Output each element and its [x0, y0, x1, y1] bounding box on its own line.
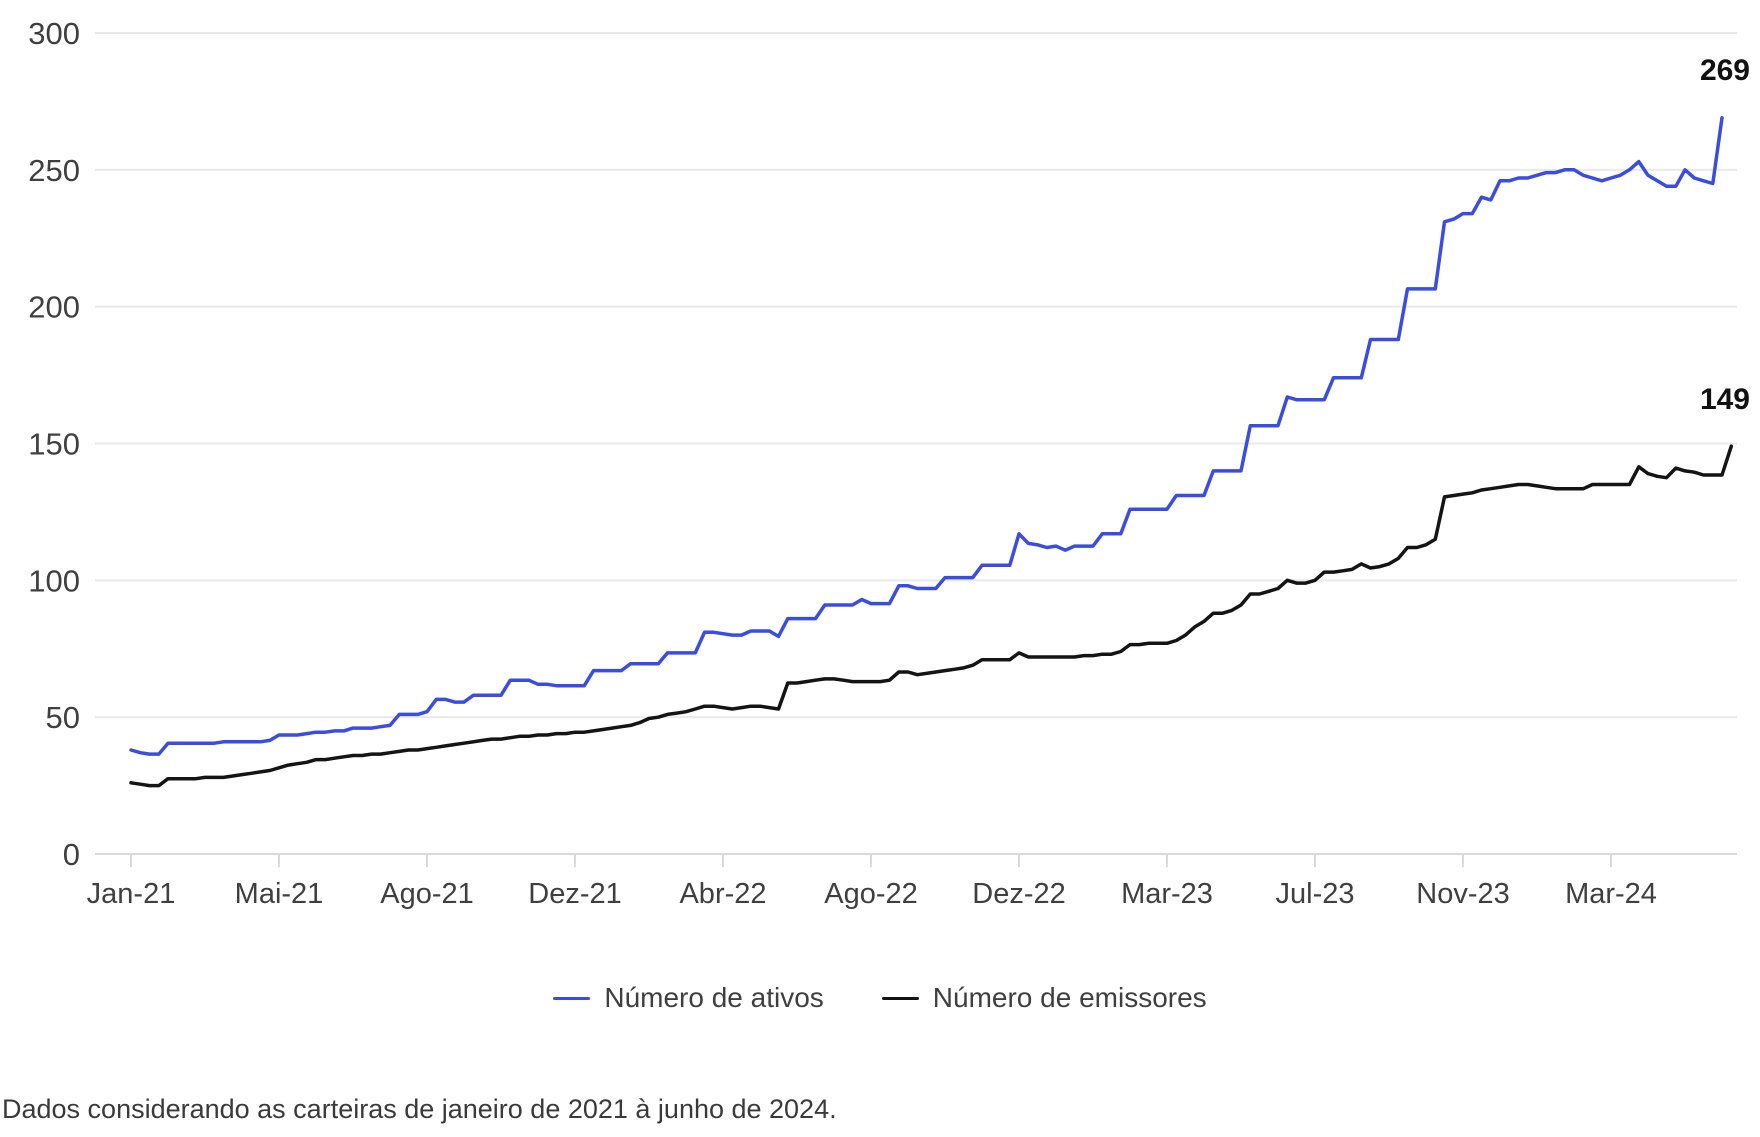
ativos-line-swatch-icon: [553, 996, 591, 1000]
series-line-emissores: [129, 444, 1734, 788]
chart-legend: Número de ativos Número de emissores: [0, 982, 1760, 1014]
y-tick-label-50: 50: [46, 700, 80, 735]
y-tick-label-100: 100: [28, 563, 80, 598]
x-tick-label-Mar-23: Mar-23: [1121, 878, 1213, 910]
x-tick-label-Dez-21: Dez-21: [528, 878, 622, 910]
x-tick-label-Nov-23: Nov-23: [1416, 878, 1510, 910]
y-tick-label-0: 0: [63, 837, 80, 872]
legend-label-emissores: Número de emissores: [932, 982, 1207, 1013]
x-tick-label-Mai-21: Mai-21: [235, 878, 324, 910]
y-tick-label-150: 150: [28, 427, 80, 462]
legend-label-ativos: Número de ativos: [604, 982, 824, 1013]
x-tick-label-Jul-23: Jul-23: [1276, 878, 1355, 910]
chart-svg: 0 50 100 150 200 250 300 Jan-21 Mai-21 Ago-21 Dez-…: [28, 16, 1750, 910]
emissores-line-swatch-icon: [881, 996, 919, 1000]
x-tick-label-Ago-22: Ago-22: [824, 878, 918, 910]
x-tick-label-Jan-21: Jan-21: [87, 878, 176, 910]
footer-note: Dados considerando as carteiras de janei…: [2, 1094, 837, 1124]
legend-item-emissores[interactable]: Número de emissores: [881, 982, 1207, 1014]
x-tick-label-Ago-21: Ago-21: [380, 878, 474, 910]
x-tick-label-Dez-22: Dez-22: [972, 878, 1066, 910]
y-tick-label-300: 300: [28, 16, 80, 51]
series-line-ativos: [129, 116, 1724, 756]
x-tick-label-Mar-24: Mar-24: [1565, 878, 1657, 910]
y-tick-label-250: 250: [28, 153, 80, 188]
end-label-149: 149: [1700, 383, 1750, 416]
line-chart: 0 50 100 150 200 250 300 Jan-21 Mai-21 Ago-21 Dez-…: [28, 16, 1750, 910]
y-tick-label-200: 200: [28, 290, 80, 325]
end-label-269: 269: [1700, 54, 1750, 87]
x-tick-label-Abr-22: Abr-22: [679, 878, 766, 910]
legend-item-ativos[interactable]: Número de ativos: [553, 982, 824, 1014]
